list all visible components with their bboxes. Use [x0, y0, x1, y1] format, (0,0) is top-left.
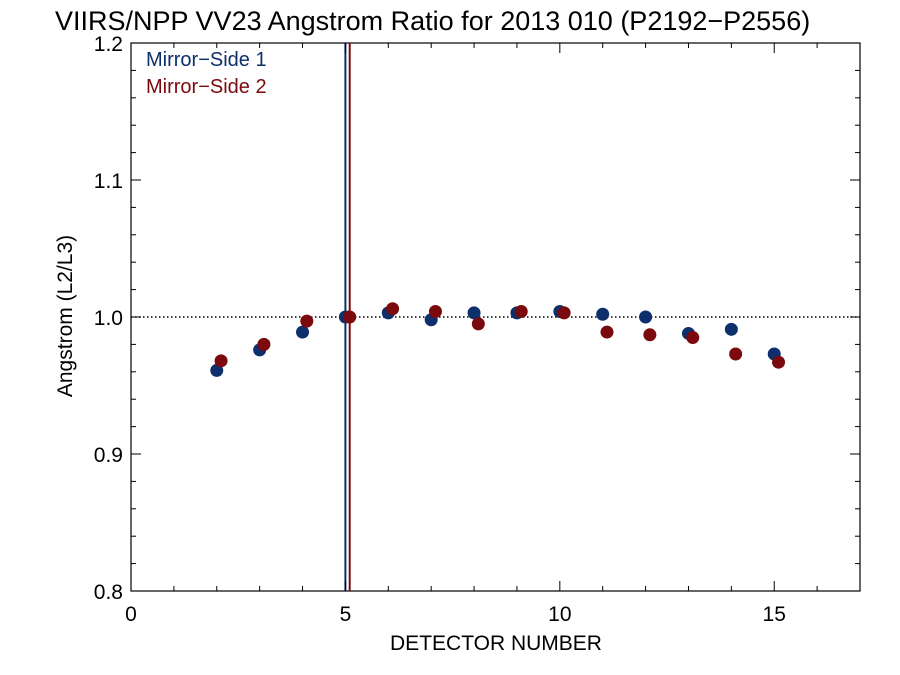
data-point-mirror-side-1 [639, 310, 653, 324]
data-point-mirror-side-2 [686, 331, 700, 345]
y-tick-label: 0.9 [94, 444, 123, 467]
legend-entry: Mirror−Side 1 [146, 49, 267, 71]
data-point-mirror-side-2 [343, 310, 357, 324]
y-tick-label: 1.1 [94, 170, 123, 193]
data-point-mirror-side-2 [643, 328, 657, 342]
data-point-mirror-side-2 [557, 306, 571, 320]
legend-entry: Mirror−Side 2 [146, 76, 267, 98]
chart-title: VIIRS/NPP VV23 Angstrom Ratio for 2013 0… [55, 6, 810, 36]
y-tick-label: 0.8 [94, 581, 123, 604]
legend: Mirror−Side 1 Mirror−Side 2 [146, 49, 267, 98]
x-axis-label: DETECTOR NUMBER [390, 632, 602, 655]
y-tick-label: 1.0 [94, 307, 123, 330]
data-point-mirror-side-2 [471, 317, 485, 331]
y-axis-label: Angstrom (L2/L3) [54, 235, 77, 397]
data-point-mirror-side-2 [600, 325, 614, 339]
data-point-mirror-side-1 [296, 325, 310, 339]
data-point-mirror-side-2 [300, 314, 314, 328]
x-tick-label: 0 [125, 603, 137, 626]
axis-ticks-layer: 0 5 10 15 0.8 0.9 1.0 1.1 1.2 [94, 33, 861, 626]
x-tick-label: 10 [548, 603, 571, 626]
data-point-mirror-side-1 [724, 322, 738, 336]
y-tick-label: 1.2 [94, 33, 123, 56]
data-point-mirror-side-1 [596, 307, 610, 321]
x-tick-label: 15 [763, 603, 786, 626]
x-tick-label: 5 [340, 603, 352, 626]
data-point-mirror-side-2 [428, 305, 442, 319]
data-point-mirror-side-2 [386, 302, 400, 316]
data-point-mirror-side-2 [257, 337, 271, 351]
data-point-mirror-side-2 [729, 347, 743, 361]
data-point-mirror-side-1 [467, 306, 481, 320]
data-points-layer [210, 302, 786, 377]
data-point-mirror-side-2 [514, 305, 528, 319]
data-point-mirror-side-2 [772, 355, 786, 369]
data-point-mirror-side-2 [214, 354, 228, 368]
